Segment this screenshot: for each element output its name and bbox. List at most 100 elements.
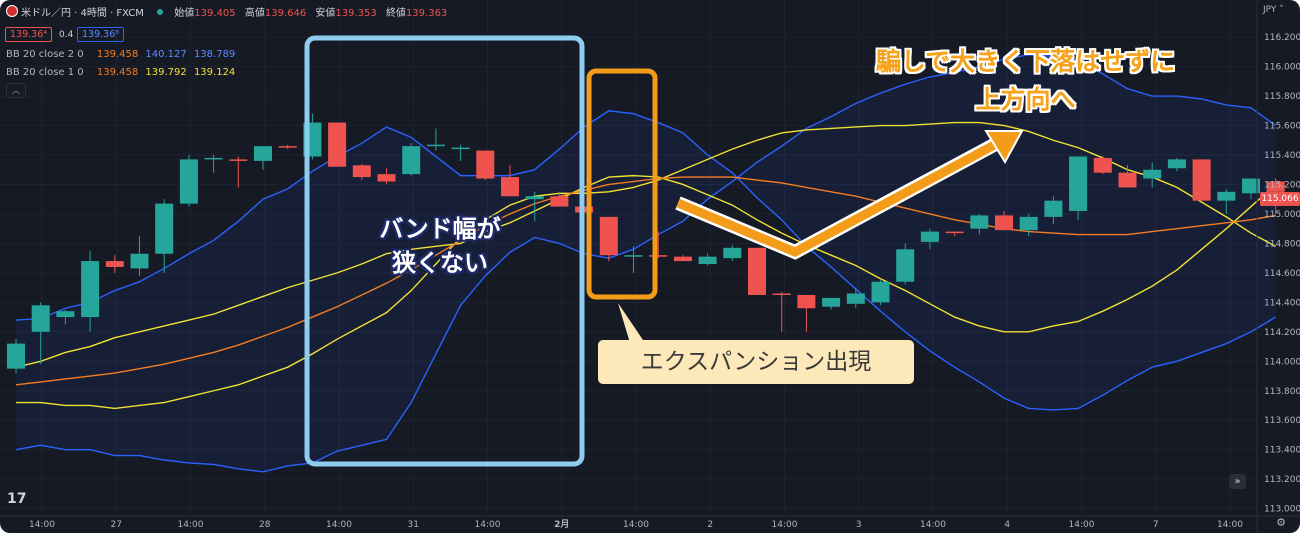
y-tick-label: 113.400 (1264, 446, 1300, 456)
candle-down (501, 177, 519, 197)
x-tick-label: 2 (707, 520, 713, 530)
candle-down (1093, 157, 1112, 173)
upper-band-1sd (16, 121, 1277, 410)
candle-down (599, 216, 618, 256)
scroll-to-latest-button[interactable]: » (1229, 474, 1246, 489)
candle-up (525, 196, 544, 200)
candle-down (377, 174, 396, 182)
symbol-title[interactable]: 米ドル／円 · 4時間 · FXCM (21, 8, 144, 19)
x-tick-label: 4 (1004, 520, 1010, 530)
candle-up (1242, 178, 1260, 194)
chart-settings-button[interactable]: ⚙ (1275, 517, 1287, 529)
fake-note-line-1: 騙しで大きく下落はせずに (875, 47, 1176, 76)
squeeze-highlight-box (304, 35, 585, 467)
candle-down (995, 215, 1013, 231)
candle-up (723, 247, 742, 259)
currency-label: JPY (1263, 5, 1277, 15)
currency-selector[interactable]: JPY ˅ (1263, 5, 1284, 15)
x-tick-label: 14:00 (1069, 520, 1095, 530)
upper-band-2sd (15, 54, 1277, 473)
candle-down (649, 255, 668, 257)
candle-down (1192, 159, 1211, 201)
candle-down (352, 165, 371, 178)
bb-basis-value: 139.458 (96, 49, 139, 60)
y-tick-label: 115.600 (1264, 122, 1300, 132)
x-tick-label: 14:00 (326, 520, 352, 530)
candle-up (254, 146, 272, 161)
candle-up (822, 297, 841, 307)
double-chevron-right-icon: » (1234, 476, 1241, 487)
expansion-callout: エクスパンション出現 (598, 340, 914, 384)
x-tick-label: 27 (111, 520, 122, 530)
candle-up (56, 311, 75, 318)
x-tick-label: 14:00 (1217, 520, 1243, 530)
x-tick-label: 2月 (554, 519, 569, 530)
candle-up (81, 261, 100, 318)
collapse-legend-button[interactable]: ︿ (6, 83, 26, 98)
y-tick-label: 115.800 (1264, 92, 1300, 102)
arrow-head (984, 130, 1024, 164)
candle-up (155, 203, 174, 254)
candle-down (328, 122, 347, 167)
bb-lower-value: 139.124 (193, 67, 236, 78)
y-tick-label: 115.400 (1264, 151, 1300, 161)
x-tick-label: 7 (1153, 520, 1159, 530)
last-price-tag: 115.066 (1260, 192, 1300, 206)
x-tick-label: 28 (259, 520, 271, 530)
band-note-line-1: バンド幅が (379, 215, 501, 243)
symbol-icon (6, 5, 18, 17)
candle-up (451, 147, 470, 150)
lower-band-1sd (15, 174, 1277, 368)
candle-down (278, 146, 297, 148)
candle-down (550, 196, 569, 207)
tradingview-logo: 𝟭𝟳 (7, 491, 26, 507)
bb-lower-value: 138.789 (193, 49, 236, 60)
candle-up (1044, 200, 1063, 217)
y-tick-label: 115.000 (1264, 210, 1300, 220)
candle-up (7, 343, 25, 369)
candle-up (1019, 216, 1038, 231)
trend-arrow (676, 139, 1001, 257)
candle-up (402, 146, 421, 175)
y-tick-label: 116.000 (1264, 63, 1300, 73)
candle-up (624, 255, 643, 257)
x-tick-label: 14:00 (623, 520, 649, 530)
x-tick-label: 14:00 (920, 520, 946, 530)
fake-note-line-2: 上方向へ (975, 85, 1076, 114)
fake-move-note: 騙しで大きく下落はせずに 上方向へ (833, 43, 1218, 119)
y-tick-label: 113.600 (1264, 416, 1300, 426)
buy-price-box[interactable]: 139.36⁸ (77, 27, 125, 42)
candle-up (130, 253, 149, 269)
market-status-icon (157, 9, 164, 15)
low-label: 安値 (315, 8, 336, 19)
y-tick-label: 114.200 (1264, 328, 1300, 338)
y-tick-label: 113.800 (1264, 387, 1300, 397)
candle-down (476, 150, 495, 179)
y-tick-label: 114.000 (1264, 357, 1300, 367)
spread-value: 0.4 (59, 30, 74, 40)
candle-down (945, 231, 964, 234)
logo-icon: 𝟭𝟳 (7, 491, 27, 507)
candle-up (970, 215, 989, 229)
candle-up (179, 159, 198, 204)
candle-up (1143, 169, 1162, 179)
close-label: 終値 (385, 8, 406, 19)
low-value: 139.353 (335, 8, 377, 19)
expansion-highlight-box (586, 68, 658, 300)
x-tick-label: 14:00 (475, 520, 501, 530)
x-tick-label: 14:00 (178, 520, 204, 530)
y-tick-label: 113.200 (1264, 475, 1300, 485)
symbol-header: 米ドル／円 · 4時間 · FXCM 始値139.405 高値139.646 安… (6, 4, 447, 19)
bb-legend-1sd[interactable]: BB 20 close 1 0 139.458 139.792 139.124 (6, 67, 235, 78)
close-value: 139.363 (405, 8, 448, 19)
candle-down (673, 256, 692, 262)
candle-down (229, 159, 248, 161)
candle-up (920, 231, 939, 242)
candle-up (426, 144, 445, 147)
bb-legend-2sd[interactable]: BB 20 close 2 0 139.458 140.127 138.789 (6, 49, 235, 60)
y-tick-label: 115.200 (1264, 180, 1300, 190)
x-tick-label: 14:00 (772, 520, 798, 530)
sell-price-box[interactable]: 139.36⁴ (5, 27, 53, 42)
